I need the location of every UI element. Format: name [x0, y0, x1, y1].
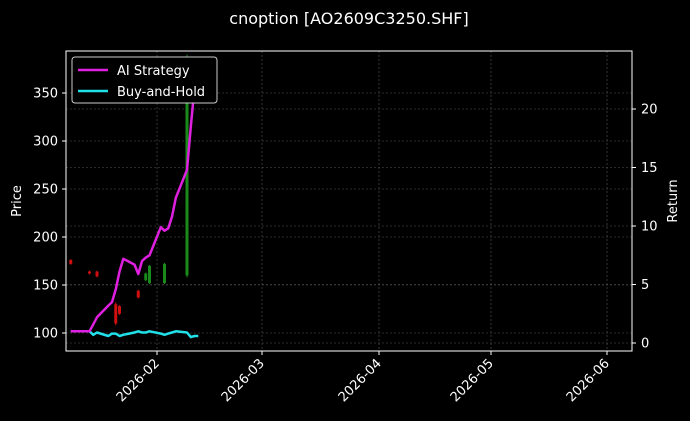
- candle-body: [88, 271, 91, 274]
- x-tick-label: 2026-02: [114, 356, 163, 405]
- y-tick-label: 100: [33, 327, 58, 342]
- y-tick-label: 300: [33, 135, 58, 150]
- candle-body: [114, 304, 118, 324]
- chart-title: cnoption [AO2609C3250.SHF]: [229, 9, 468, 28]
- y-tick-label: 250: [33, 183, 58, 198]
- candle-body: [118, 306, 121, 314]
- x-tick-label: 2026-06: [564, 356, 613, 405]
- x-tick-label: 2026-04: [336, 356, 385, 405]
- legend-label-ai-strategy: AI Strategy: [117, 64, 190, 79]
- candle-body: [69, 260, 73, 264]
- y-axis-right-label: Return: [666, 179, 681, 222]
- candle-body: [144, 273, 148, 281]
- y-right-tick-label: 10: [641, 220, 658, 235]
- grid-lines: [66, 51, 632, 351]
- y-tick-label: 350: [33, 87, 58, 102]
- candle-body: [136, 290, 140, 298]
- candle-body: [95, 271, 99, 277]
- x-tick-label: 2026-03: [219, 356, 268, 405]
- x-tick-label: 2026-05: [448, 356, 497, 405]
- series-line-buy-and-hold: [70, 330, 199, 339]
- y-tick-label: 200: [33, 231, 58, 246]
- y-right-tick-label: 15: [641, 161, 658, 176]
- plot-frame: [65, 50, 633, 352]
- y-right-tick-label: 5: [641, 278, 649, 293]
- y-right-tick-label: 20: [641, 103, 658, 118]
- y-tick-label: 150: [33, 279, 58, 294]
- legend: AI Strategy Buy-and-Hold: [71, 56, 218, 104]
- series-lines: [70, 62, 200, 339]
- x-axis: 2026-02 2026-03 2026-04 2026-05 2026-06: [114, 351, 613, 405]
- candle-body: [163, 263, 166, 284]
- y-axis-left: 100 150 200 250 300 350: [33, 87, 66, 342]
- y-axis-right: 0 5 10 15 20: [632, 103, 658, 352]
- y-axis-left-label: Price: [10, 185, 25, 217]
- legend-box: [71, 56, 218, 104]
- y-right-tick-label: 0: [641, 337, 649, 352]
- candle-body: [148, 265, 151, 284]
- series-line-ai-strategy: [70, 62, 200, 333]
- legend-label-buy-and-hold: Buy-and-Hold: [117, 85, 205, 100]
